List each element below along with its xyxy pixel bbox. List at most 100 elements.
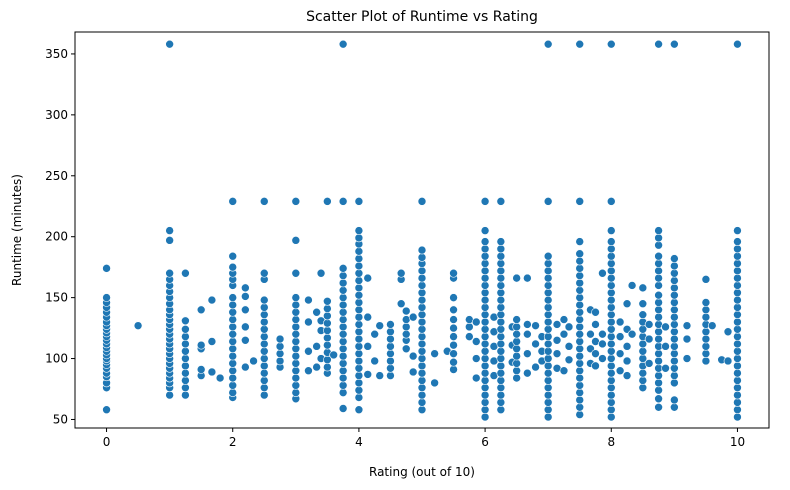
data-point	[259, 354, 269, 363]
data-point	[512, 344, 521, 354]
data-point	[354, 226, 364, 235]
data-point	[375, 371, 385, 380]
data-point	[241, 362, 250, 372]
data-point	[606, 361, 616, 371]
data-point	[259, 390, 269, 400]
data-point	[733, 376, 742, 385]
data-point	[575, 402, 585, 412]
data-point	[543, 324, 553, 334]
data-point	[606, 226, 616, 235]
data-point	[733, 317, 742, 327]
data-point	[471, 317, 481, 327]
data-point	[181, 332, 190, 341]
data-point	[417, 273, 427, 283]
data-point	[723, 356, 733, 366]
data-point	[259, 268, 269, 278]
data-point	[480, 398, 490, 407]
data-point	[559, 329, 569, 339]
data-point	[543, 339, 553, 349]
data-point	[733, 412, 742, 422]
data-point	[480, 368, 490, 378]
y-tick-label: 300	[45, 108, 68, 122]
data-point	[386, 371, 395, 380]
data-point	[606, 339, 616, 349]
data-point	[480, 303, 490, 312]
data-point	[354, 371, 364, 380]
data-point	[670, 395, 679, 405]
data-point	[733, 324, 742, 334]
data-point	[354, 197, 364, 206]
data-point	[701, 349, 711, 358]
data-point	[133, 321, 143, 330]
data-point	[575, 351, 585, 361]
data-point	[523, 329, 532, 339]
data-point	[606, 383, 616, 393]
data-point	[654, 266, 663, 276]
data-point	[575, 256, 585, 266]
data-point	[338, 344, 348, 354]
data-point	[543, 317, 553, 327]
y-axis-label: Runtime (minutes)	[10, 174, 24, 286]
data-point	[338, 381, 348, 390]
data-point	[449, 268, 458, 278]
data-point	[181, 346, 190, 356]
data-point	[682, 321, 692, 330]
data-point	[196, 305, 206, 315]
data-point	[354, 385, 364, 395]
data-point	[575, 395, 585, 405]
data-point	[670, 283, 679, 293]
data-point	[338, 293, 348, 302]
data-point	[654, 402, 663, 412]
x-tick-label: 6	[481, 435, 489, 449]
data-point	[622, 342, 632, 351]
data-point	[575, 322, 585, 332]
data-point	[733, 281, 742, 290]
data-point	[363, 312, 373, 322]
data-point	[701, 275, 711, 284]
data-point	[654, 281, 663, 290]
data-point	[363, 273, 373, 283]
data-point	[323, 362, 332, 372]
data-point	[396, 299, 406, 309]
data-point	[543, 346, 553, 356]
data-point	[733, 405, 742, 415]
data-point	[259, 376, 269, 385]
data-point	[654, 273, 663, 283]
data-point	[323, 304, 332, 313]
data-point	[323, 326, 332, 335]
data-point	[559, 315, 569, 324]
data-point	[512, 337, 521, 346]
data-point	[304, 295, 313, 305]
x-tick-label: 8	[607, 435, 615, 449]
data-point	[354, 349, 364, 358]
x-tick-label: 0	[103, 435, 111, 449]
data-point	[701, 334, 711, 344]
data-point	[543, 376, 553, 385]
data-point	[312, 342, 321, 351]
points-layer	[102, 39, 742, 422]
data-point	[259, 295, 269, 305]
data-point	[496, 281, 506, 290]
data-point	[575, 300, 585, 310]
data-point	[670, 305, 679, 315]
data-point	[598, 329, 607, 339]
data-point	[496, 251, 506, 261]
data-point	[449, 293, 458, 302]
data-point	[606, 376, 616, 385]
data-point	[259, 303, 269, 312]
data-point	[512, 359, 521, 368]
data-point	[615, 317, 625, 327]
data-point	[259, 332, 269, 341]
data-point	[259, 317, 269, 327]
data-point	[363, 370, 373, 379]
data-point	[338, 39, 348, 49]
data-point	[575, 337, 585, 346]
data-point	[606, 237, 616, 246]
data-point	[449, 305, 458, 315]
data-point	[654, 349, 663, 358]
data-point	[496, 197, 506, 206]
data-point	[291, 329, 301, 339]
data-point	[543, 368, 553, 378]
data-point	[417, 368, 427, 378]
